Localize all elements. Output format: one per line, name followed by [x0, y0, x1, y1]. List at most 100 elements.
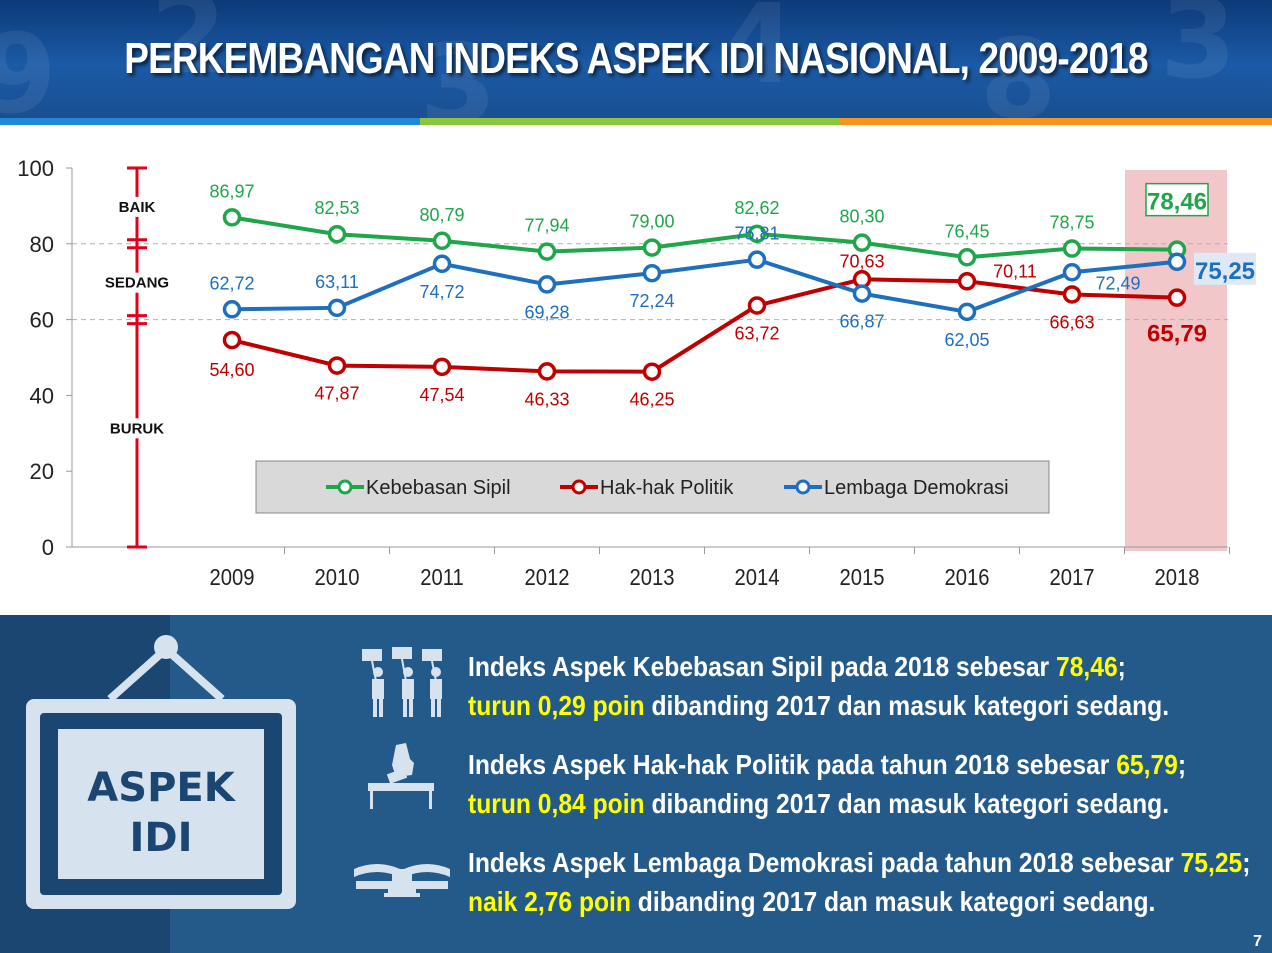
data-label-hak-hak-politik-2018: 65,79: [1147, 321, 1207, 348]
statement-2-text: Indeks Aspek Hak-hak Politik pada tahun …: [468, 749, 1117, 780]
data-label-kebebasan-sipil-2016: 76,45: [944, 221, 989, 241]
data-label-lembaga-demokrasi-2018: 75,25: [1195, 258, 1255, 285]
data-point-kebebasan-sipil-2010: [327, 224, 347, 244]
x-tick-label-2017: 2017: [1049, 564, 1094, 591]
y-tick-label-40: 40: [30, 383, 54, 408]
data-point-hak-hak-politik-2014: [747, 296, 767, 315]
line-chart: 0 20 40 60 80 100 2009 2010 2011 2012 2013 2014 2015…: [0, 125, 1272, 615]
statement-3-text-2: dibanding 2017 dan masuk kategori sedang…: [630, 886, 1156, 917]
x-tick-label-2018: 2018: [1154, 564, 1199, 591]
statement-3-value: 75,25: [1180, 847, 1243, 878]
y-tick-label-60: 60: [30, 308, 54, 333]
data-label-hak-hak-politik-2010: 47,87: [314, 384, 359, 404]
statement-3-sep: ;: [1242, 847, 1251, 878]
data-label-kebebasan-sipil-2012: 77,94: [524, 216, 569, 236]
data-point-hak-hak-politik-2017: [1062, 285, 1082, 304]
page-number: 7: [1253, 933, 1262, 950]
data-label-kebebasan-sipil-2018: 78,46: [1147, 189, 1207, 216]
statement-2-text-2: dibanding 2017 dan masuk kategori sedang…: [644, 788, 1170, 819]
legend-marker-kebebasan-sipil: [337, 479, 353, 495]
y-tick-label-80: 80: [30, 232, 54, 257]
data-point-hak-hak-politik-2010: [327, 356, 347, 375]
statement-1-value: 78,46: [1055, 651, 1118, 682]
data-label-hak-hak-politik-2009: 54,60: [209, 360, 254, 380]
data-point-hak-hak-politik-2016: [957, 272, 977, 291]
data-point-lembaga-demokrasi-2017: [1062, 263, 1082, 282]
statement-1-text: Indeks Aspek Kebebasan Sipil pada 2018 s…: [468, 651, 1056, 682]
ballot-box-icon: [368, 743, 434, 809]
data-point-lembaga-demokrasi-2009: [222, 300, 242, 319]
data-point-lembaga-demokrasi-2012: [537, 275, 557, 294]
x-tick-label-2012: 2012: [524, 564, 569, 591]
data-point-kebebasan-sipil-2015: [852, 233, 872, 252]
data-label-hak-hak-politik-2015: 70,63: [839, 251, 884, 271]
y-tick-label-20: 20: [30, 459, 54, 484]
statement-lembaga-demokrasi: Indeks Aspek Lembaga Demokrasi pada tahu…: [468, 843, 1250, 921]
data-point-kebebasan-sipil-2016: [957, 248, 977, 267]
data-label-kebebasan-sipil-2017: 78,75: [1049, 213, 1094, 233]
data-point-hak-hak-politik-2013: [642, 362, 662, 381]
data-label-kebebasan-sipil-2010: 82,53: [314, 198, 359, 218]
statement-hak-politik: Indeks Aspek Hak-hak Politik pada tahun …: [468, 745, 1186, 823]
data-label-kebebasan-sipil-2015: 80,30: [839, 207, 884, 227]
data-point-kebebasan-sipil-2014: [747, 224, 767, 244]
data-point-hak-hak-politik-2009: [222, 330, 242, 350]
category-label-buruk: BURUK: [110, 420, 164, 437]
series-line-lembaga-demokrasi: [231, 257, 1178, 314]
data-label-hak-hak-politik-2016: 70,11: [993, 261, 1037, 281]
data-point-lembaga-demokrasi-2013: [642, 263, 662, 283]
page-title: PERKEMBANGAN INDEKS ASPEK IDI NASIONAL, …: [124, 34, 1148, 83]
category-label-sedang: SEDANG: [105, 275, 169, 292]
data-label-kebebasan-sipil-2011: 80,79: [419, 205, 464, 225]
statement-2-value: 65,79: [1116, 749, 1178, 780]
institution-building-icon: [354, 864, 450, 897]
data-point-kebebasan-sipil-2012: [537, 242, 557, 261]
data-point-lembaga-demokrasi-2014: [747, 250, 767, 269]
data-point-lembaga-demokrasi-2018: [1167, 252, 1187, 272]
color-strip: [0, 118, 1272, 125]
data-label-lembaga-demokrasi-2014: 75,81: [734, 224, 779, 244]
legend: Kebebasan Sipil Hak-hak Politik Lembaga De…: [255, 460, 1050, 514]
data-label-lembaga-demokrasi-2017: 72,49: [1095, 273, 1140, 293]
sign-hanger-icon: [107, 635, 225, 702]
header-banner: 9 2 3 4 8 3 PERKEMBANGAN INDEKS ASPEK ID…: [0, 0, 1272, 118]
x-tick-label-2014: 2014: [734, 564, 779, 591]
data-label-hak-hak-politik-2017: 66,63: [1049, 312, 1094, 332]
statement-3-text: Indeks Aspek Lembaga Demokrasi pada tahu…: [468, 847, 1181, 878]
data-label-lembaga-demokrasi-2009: 62,72: [209, 273, 254, 293]
category-label-baik: BAIK: [119, 199, 156, 216]
data-point-lembaga-demokrasi-2011: [432, 254, 452, 274]
data-point-kebebasan-sipil-2011: [432, 231, 452, 251]
legend-label-hak-hak-politik: Hak-hak Politik: [600, 477, 734, 499]
statement-1-change: turun 0,29 poin: [468, 690, 645, 721]
data-label-kebebasan-sipil-2013: 79,00: [629, 212, 674, 232]
x-tick-label-2013: 2013: [629, 564, 674, 591]
category-label-bg: [99, 272, 175, 293]
y-tick-label-100: 100: [17, 156, 54, 181]
statement-kebebasan-sipil: Indeks Aspek Kebebasan Sipil pada 2018 s…: [468, 647, 1169, 725]
statement-1-text-2: dibanding 2017 dan masuk kategori sedang…: [644, 690, 1170, 721]
statement-2-change: turun 0,84 poin: [468, 788, 645, 819]
data-label-kebebasan-sipil-2009: 86,97: [209, 181, 254, 201]
data-label-lembaga-demokrasi-2016: 62,05: [944, 330, 989, 350]
data-label-lembaga-demokrasi-2015: 66,87: [839, 312, 884, 332]
data-label-lembaga-demokrasi-2010: 63,11: [315, 272, 359, 292]
data-point-hak-hak-politik-2018: [1167, 288, 1187, 307]
data-label-box-kebebasan-sipil: [1145, 182, 1209, 217]
data-label-hak-hak-politik-2011: 47,54: [419, 385, 464, 405]
aspek-idi-sign: ASPEK IDI: [26, 699, 296, 909]
legend-marker-lembaga-demokrasi: [795, 479, 811, 495]
data-label-kebebasan-sipil-2014: 82,62: [734, 198, 779, 218]
data-label-hak-hak-politik-2013: 46,25: [629, 390, 674, 410]
legend-marker-hak-hak-politik: [571, 479, 587, 495]
data-label-hak-hak-politik-2012: 46,33: [524, 389, 569, 409]
data-point-kebebasan-sipil-2017: [1062, 239, 1082, 258]
series-line-hak-hak-politik: [231, 277, 1178, 374]
data-label-hak-hak-politik-2014: 63,72: [734, 324, 779, 344]
data-point-kebebasan-sipil-2009: [222, 208, 242, 227]
data-label-lembaga-demokrasi-2013: 72,24: [629, 291, 674, 311]
data-label-lembaga-demokrasi-2011: 74,72: [419, 282, 464, 302]
sign-line-1: ASPEK: [87, 765, 235, 811]
statement-2-sep: ;: [1177, 749, 1187, 780]
x-tick-label-2011: 2011: [420, 564, 464, 591]
